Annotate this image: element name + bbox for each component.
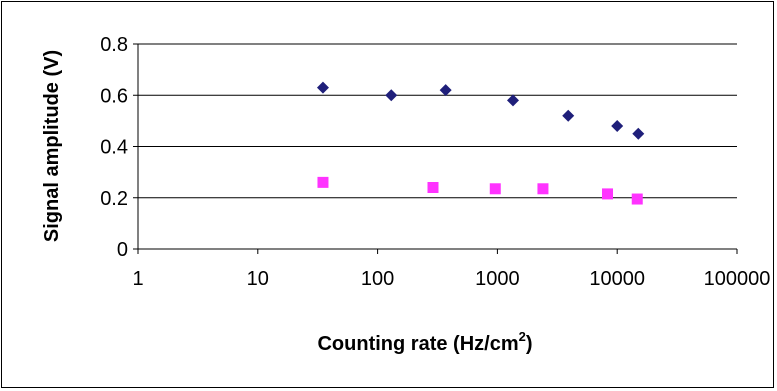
data-point-square	[631, 193, 643, 205]
data-point-diamond	[507, 94, 520, 107]
x-axis-title: Counting rate (Hz/cm2)	[317, 329, 532, 355]
x-axis-title-main: Counting rate (Hz/cm	[317, 333, 518, 355]
x-axis-title-suffix: )	[526, 333, 533, 355]
y-axis-title: Signal amplitude (V)	[41, 50, 63, 242]
grid-layer	[138, 43, 737, 199]
x-tick-label: 1000	[475, 268, 520, 290]
y-tick-labels: 0 0.2 0.4 0.6 0.8	[100, 34, 128, 261]
y-tick-label: 0.8	[100, 34, 128, 56]
data-point-square	[427, 182, 439, 193]
x-tick-label: 100000	[704, 268, 771, 290]
data-point-square	[537, 183, 549, 195]
axis-layer	[133, 43, 738, 254]
data-point-diamond	[632, 127, 645, 140]
data-point-diamond	[385, 89, 398, 102]
data-point-square	[489, 183, 501, 195]
x-tick-label: 10	[247, 268, 269, 290]
x-axis-title-superscript: 2	[519, 329, 526, 344]
y-tick-label: 0	[117, 239, 128, 261]
x-tick-label: 10000	[589, 268, 645, 290]
data-point-diamond	[562, 109, 575, 122]
data-point-square	[602, 188, 614, 200]
data-point-diamond	[316, 81, 329, 94]
y-tick-label: 0.2	[100, 188, 128, 210]
data-points	[316, 81, 645, 205]
y-tick-label: 0.4	[100, 137, 128, 159]
data-point-diamond	[611, 120, 624, 132]
y-tick-label: 0.6	[100, 85, 128, 107]
data-point-diamond	[439, 84, 452, 97]
x-tick-label: 1	[132, 268, 143, 290]
data-point-square	[317, 176, 329, 188]
x-tick-labels: 1 10 100 1000 10000 100000	[132, 268, 770, 290]
x-tick-label: 100	[361, 268, 394, 290]
